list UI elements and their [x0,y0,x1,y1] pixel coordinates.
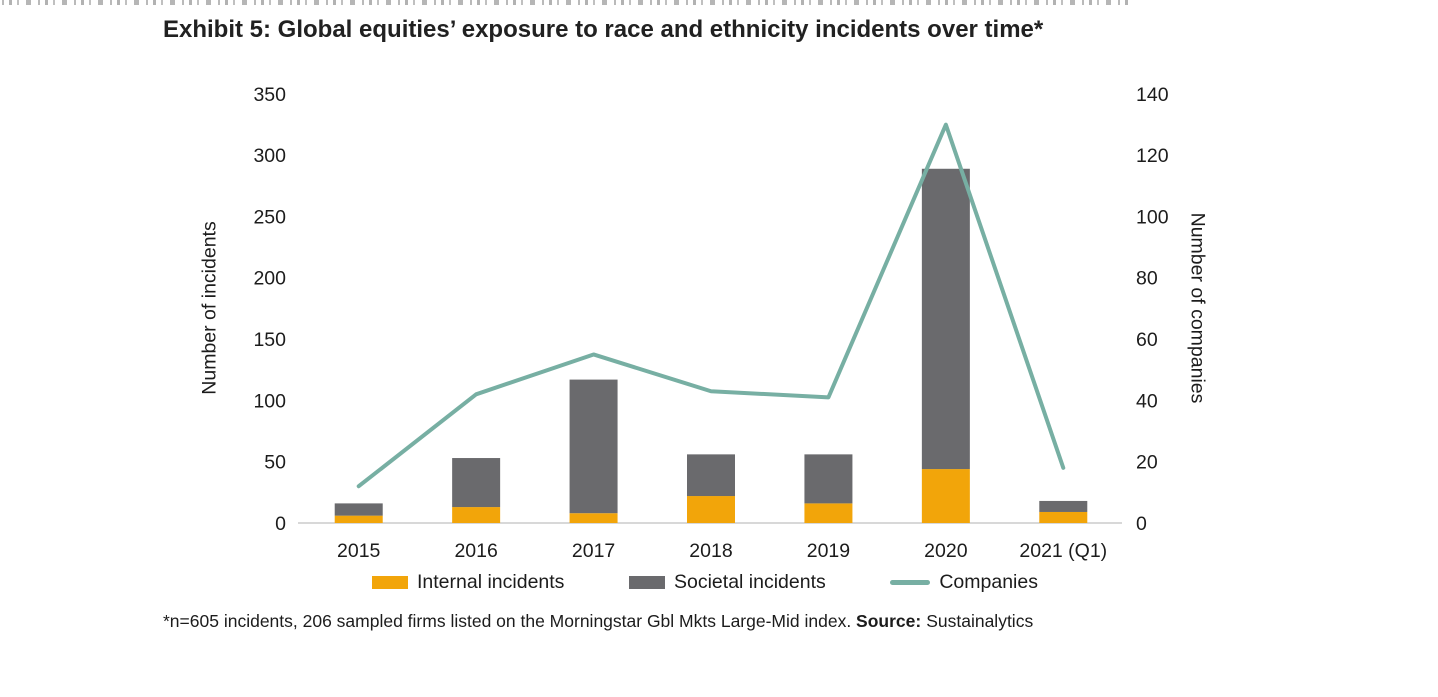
chart-legend: Internal incidents Societal incidents Co… [372,571,1038,594]
left-axis-tick-250: 250 [253,206,286,228]
right-axis-tick-120: 120 [1136,145,1169,167]
bar-internal-incidents-0 [334,515,383,523]
left-axis-title: Number of incidents [198,221,221,395]
source-value: Sustainalytics [926,611,1034,631]
legend-label-internal-incidents: Internal incidents [417,571,565,593]
legend-item-internal-incidents: Internal incidents [372,571,564,594]
x-axis-label-2: 2017 [572,540,615,562]
legend-item-societal-incidents: Societal incidents [629,571,826,594]
footnote-text: *n=605 incidents, 206 sampled firms list… [163,611,857,631]
bar-societal-incidents-3 [687,454,735,497]
bar-societal-incidents-4 [804,454,853,504]
legend-label-societal-incidents: Societal incidents [674,571,826,593]
right-axis-tick-40: 40 [1136,390,1158,412]
companies-line [356,122,1066,489]
x-axis-label-3: 2018 [689,540,732,562]
left-axis-tick-200: 200 [253,268,286,290]
legend-item-companies: Companies [890,571,1038,594]
x-axis-label-6: 2021 (Q1) [1019,540,1107,562]
clipped-text-remnant [2,0,1132,5]
bar-societal-incidents-1 [452,458,501,508]
right-axis-tick-60: 60 [1136,329,1158,351]
right-axis-title: Number of companies [1186,212,1209,404]
right-axis-tick-20: 20 [1136,452,1158,474]
source-label: Source: [856,611,922,631]
bar-internal-incidents-1 [452,507,501,523]
bar-societal-incidents-6 [1039,500,1088,512]
bar-internal-incidents-5 [921,469,970,523]
bar-societal-incidents-0 [334,503,383,516]
left-axis-tick-150: 150 [253,329,286,351]
left-axis-tick-0: 0 [275,513,286,535]
x-axis-label-4: 2019 [807,540,850,562]
left-axis-tick-100: 100 [253,390,286,412]
left-axis-tick-350: 350 [253,84,286,106]
internal-incidents-swatch [372,576,408,589]
bar-internal-incidents-4 [804,503,853,523]
bar-societal-incidents-2 [569,379,618,514]
left-axis-tick-300: 300 [253,145,286,167]
bar-internal-incidents-2 [569,513,618,523]
x-axis-label-1: 2016 [454,540,497,562]
companies-line-swatch [890,580,931,585]
page-title: Exhibit 5: Global equities’ exposure to … [163,16,1044,43]
bar-internal-incidents-3 [687,496,735,523]
x-axis-label-5: 2020 [924,540,968,562]
right-axis-tick-100: 100 [1136,206,1169,228]
left-axis-tick-50: 50 [264,452,286,474]
right-axis-tick-140: 140 [1136,84,1169,106]
footnote: *n=605 incidents, 206 sampled firms list… [163,611,1033,632]
bar-societal-incidents-5 [921,168,970,470]
right-axis-tick-0: 0 [1136,513,1147,535]
bar-internal-incidents-6 [1039,511,1088,523]
legend-label-companies: Companies [939,571,1038,593]
societal-incidents-swatch [629,576,665,589]
right-axis-tick-80: 80 [1136,268,1158,290]
x-axis-label-0: 2015 [337,540,381,562]
